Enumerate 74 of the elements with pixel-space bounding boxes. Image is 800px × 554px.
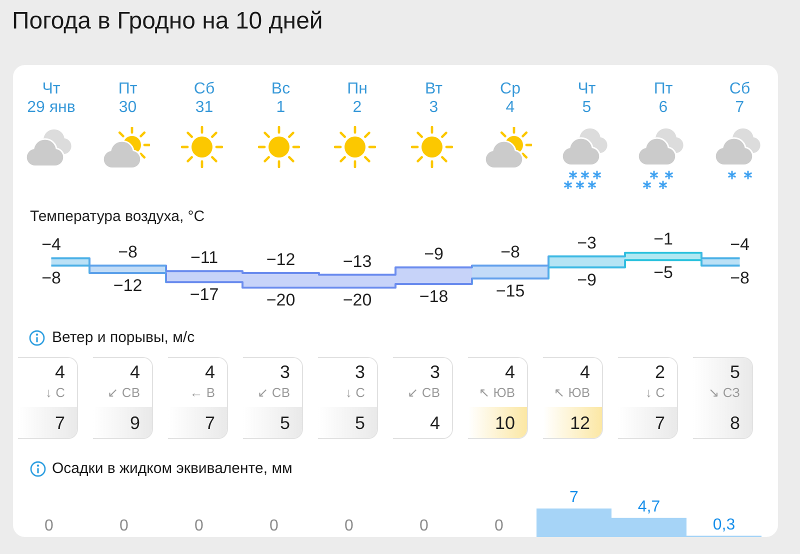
category-label: ↓ С — [346, 385, 365, 401]
data-label: 10 — [494, 413, 515, 433]
x-tick-label: Ср 4 — [500, 80, 521, 116]
x-tick-label: Чт 29 янв — [27, 80, 76, 116]
data-label: 5 — [354, 413, 365, 433]
data-label: 12 — [570, 413, 590, 433]
data-label: −9 — [424, 244, 444, 264]
data-label: −20 — [342, 290, 372, 310]
data-label: 3 — [430, 362, 440, 382]
x-tick-label: Пн 2 — [347, 80, 368, 116]
data-label: −9 — [577, 270, 596, 290]
category-label: ↘ СЗ — [708, 385, 740, 401]
data-label: 5 — [280, 413, 290, 433]
data-label: 9 — [130, 413, 140, 433]
category-label: ↖ ЮВ — [554, 385, 590, 401]
data-label: −18 — [419, 287, 448, 306]
category-label: ↖ ЮВ — [478, 385, 515, 401]
data-label: −17 — [190, 285, 219, 304]
chart-title: Погода в Гродно на 10 дней — [12, 8, 323, 34]
data-label: −8 — [730, 268, 750, 288]
data-label: −11 — [190, 248, 218, 268]
data-label: −8 — [500, 242, 520, 262]
x-tick-label: Пт 6 — [654, 80, 674, 116]
data-label: −12 — [113, 276, 142, 295]
x-tick-label: Пт 30 — [118, 80, 138, 116]
data-label: −12 — [266, 250, 296, 269]
data-label: 7 — [204, 413, 215, 433]
data-label: 4 — [54, 362, 65, 382]
data-label: 4,7 — [638, 498, 660, 516]
data-label: 7 — [570, 489, 579, 506]
category-label: ← В — [190, 385, 215, 401]
data-label: −15 — [496, 281, 525, 300]
x-tick-label: Вт 3 — [425, 80, 444, 116]
data-label: 4 — [430, 413, 440, 433]
category-label: ↙ СВ — [107, 385, 140, 401]
data-label: 0 — [120, 518, 129, 534]
data-label: 0 — [344, 518, 354, 534]
data-label: 7 — [654, 413, 665, 433]
data-label: −4 — [42, 235, 61, 254]
category-label: ↓ С — [646, 385, 665, 401]
x-tick-label: Чт 5 — [578, 80, 596, 116]
data-label: 5 — [730, 362, 740, 382]
data-label: 8 — [730, 413, 740, 433]
data-label: 0 — [270, 518, 279, 534]
data-label: −4 — [730, 235, 750, 254]
x-tick-label: Сб 7 — [729, 80, 750, 116]
data-label: 0 — [420, 518, 429, 534]
data-label: 3 — [280, 362, 290, 382]
data-label: −1 — [654, 230, 673, 249]
chart-title: Осадки в жидком эквиваленте, мм — [52, 460, 292, 477]
data-label: 0 — [494, 518, 504, 534]
data-label: −8 — [118, 242, 138, 262]
data-label: 3 — [354, 362, 365, 382]
data-label: 0 — [194, 518, 204, 534]
x-tick-label: Сб 31 — [194, 80, 215, 116]
data-label: 2 — [654, 362, 665, 382]
data-label: 4 — [504, 362, 515, 382]
data-label: 0,3 — [712, 516, 736, 534]
text: Ветер и порывы, м/с — [52, 329, 195, 347]
data-label: −5 — [654, 263, 673, 282]
data-label: −13 — [342, 252, 372, 271]
category-label: ↓ С — [46, 385, 65, 401]
data-label: 4 — [204, 362, 215, 382]
x-tick-label: Вс 1 — [271, 80, 290, 116]
data-label: 7 — [54, 413, 65, 433]
data-label: 4 — [130, 362, 140, 382]
data-label: −8 — [42, 268, 61, 288]
chart-subtitle: Температура воздуха, °C — [30, 208, 205, 225]
data-label: −20 — [266, 290, 296, 310]
category-label: ↙ СВ — [257, 385, 290, 401]
data-label: 0 — [44, 518, 54, 534]
data-label: −3 — [577, 233, 596, 252]
data-label: 4 — [580, 362, 590, 382]
category-label: ↙ СВ — [407, 385, 440, 401]
